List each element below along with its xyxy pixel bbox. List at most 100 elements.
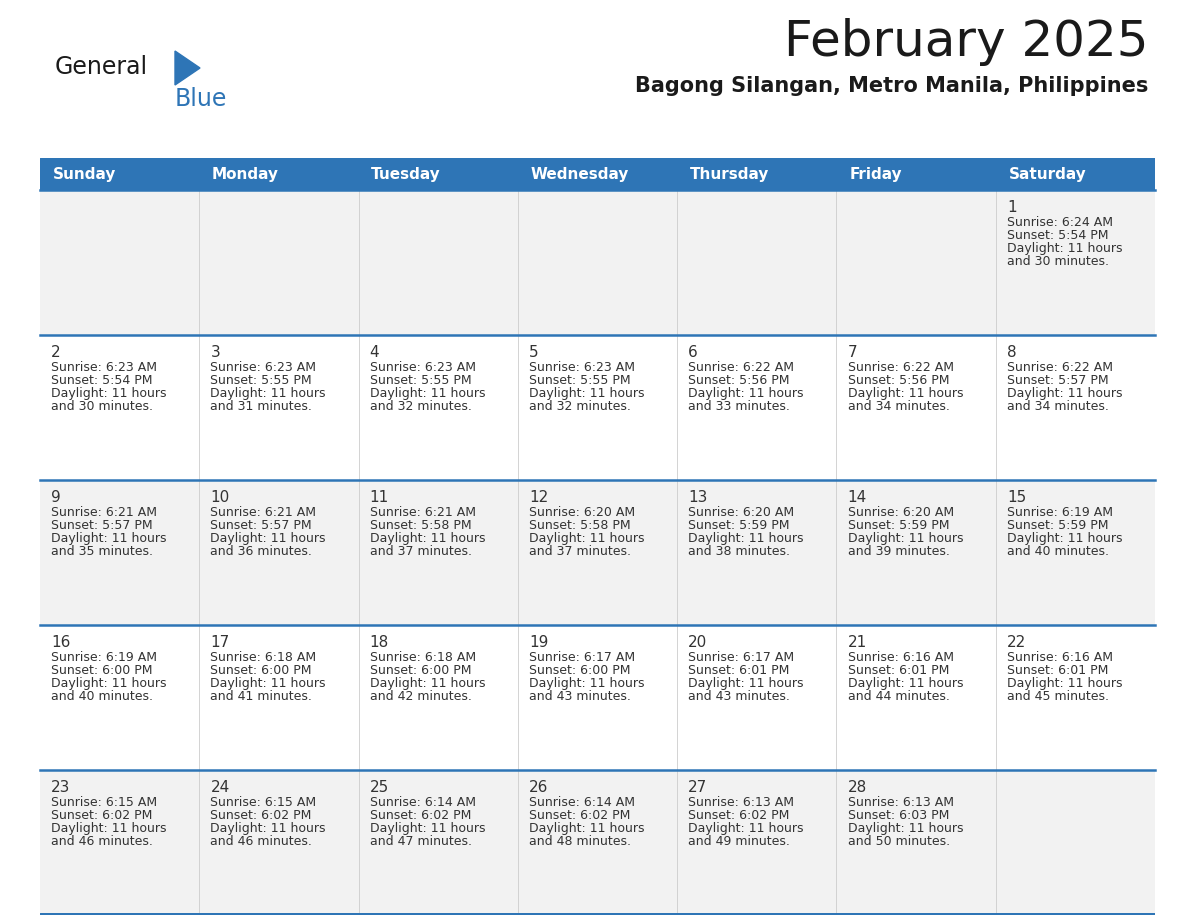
Text: Daylight: 11 hours: Daylight: 11 hours	[529, 677, 645, 690]
Text: and 48 minutes.: and 48 minutes.	[529, 835, 631, 848]
Text: Wednesday: Wednesday	[531, 166, 628, 182]
Text: Thursday: Thursday	[690, 166, 770, 182]
Text: Sunset: 5:59 PM: Sunset: 5:59 PM	[688, 519, 790, 532]
Text: Sunrise: 6:23 AM: Sunrise: 6:23 AM	[51, 361, 157, 374]
Text: Daylight: 11 hours: Daylight: 11 hours	[1007, 387, 1123, 400]
Text: Sunset: 6:00 PM: Sunset: 6:00 PM	[210, 664, 312, 677]
Text: Sunset: 5:59 PM: Sunset: 5:59 PM	[847, 519, 949, 532]
Text: 7: 7	[847, 345, 858, 360]
Text: and 41 minutes.: and 41 minutes.	[210, 690, 312, 703]
Text: Sunrise: 6:23 AM: Sunrise: 6:23 AM	[529, 361, 636, 374]
Text: Sunset: 6:01 PM: Sunset: 6:01 PM	[847, 664, 949, 677]
Text: 5: 5	[529, 345, 538, 360]
Text: Sunset: 6:03 PM: Sunset: 6:03 PM	[847, 809, 949, 822]
Text: Sunset: 6:02 PM: Sunset: 6:02 PM	[210, 809, 311, 822]
Text: Daylight: 11 hours: Daylight: 11 hours	[688, 532, 804, 545]
Text: Daylight: 11 hours: Daylight: 11 hours	[51, 822, 166, 835]
Text: February 2025: February 2025	[784, 18, 1148, 66]
Text: Daylight: 11 hours: Daylight: 11 hours	[210, 822, 326, 835]
Text: 11: 11	[369, 490, 388, 505]
Text: and 32 minutes.: and 32 minutes.	[369, 400, 472, 413]
Text: 26: 26	[529, 780, 549, 795]
Text: and 47 minutes.: and 47 minutes.	[369, 835, 472, 848]
Text: Daylight: 11 hours: Daylight: 11 hours	[1007, 677, 1123, 690]
Text: Sunrise: 6:18 AM: Sunrise: 6:18 AM	[369, 651, 476, 664]
Text: Sunrise: 6:21 AM: Sunrise: 6:21 AM	[369, 506, 475, 519]
Text: 28: 28	[847, 780, 867, 795]
Text: Sunrise: 6:21 AM: Sunrise: 6:21 AM	[51, 506, 157, 519]
Text: Daylight: 11 hours: Daylight: 11 hours	[688, 387, 804, 400]
Text: 9: 9	[51, 490, 61, 505]
Text: Sunset: 6:00 PM: Sunset: 6:00 PM	[51, 664, 152, 677]
Text: and 44 minutes.: and 44 minutes.	[847, 690, 949, 703]
Text: and 31 minutes.: and 31 minutes.	[210, 400, 312, 413]
Text: Sunset: 5:56 PM: Sunset: 5:56 PM	[688, 374, 790, 387]
Text: Daylight: 11 hours: Daylight: 11 hours	[688, 822, 804, 835]
Text: Sunrise: 6:13 AM: Sunrise: 6:13 AM	[847, 796, 954, 809]
Text: Sunrise: 6:19 AM: Sunrise: 6:19 AM	[51, 651, 157, 664]
Text: Daylight: 11 hours: Daylight: 11 hours	[369, 822, 485, 835]
Text: Daylight: 11 hours: Daylight: 11 hours	[210, 532, 326, 545]
Text: 14: 14	[847, 490, 867, 505]
Text: Daylight: 11 hours: Daylight: 11 hours	[688, 677, 804, 690]
Text: and 40 minutes.: and 40 minutes.	[51, 690, 153, 703]
Text: Sunrise: 6:18 AM: Sunrise: 6:18 AM	[210, 651, 316, 664]
Text: Daylight: 11 hours: Daylight: 11 hours	[1007, 532, 1123, 545]
Text: Daylight: 11 hours: Daylight: 11 hours	[51, 387, 166, 400]
Text: Sunrise: 6:22 AM: Sunrise: 6:22 AM	[847, 361, 954, 374]
Text: Daylight: 11 hours: Daylight: 11 hours	[847, 822, 963, 835]
Text: Sunrise: 6:16 AM: Sunrise: 6:16 AM	[1007, 651, 1113, 664]
Text: Saturday: Saturday	[1009, 166, 1086, 182]
Text: Friday: Friday	[849, 166, 902, 182]
Text: Sunset: 6:00 PM: Sunset: 6:00 PM	[369, 664, 472, 677]
Text: and 49 minutes.: and 49 minutes.	[688, 835, 790, 848]
Text: Sunrise: 6:20 AM: Sunrise: 6:20 AM	[847, 506, 954, 519]
Text: Sunset: 5:54 PM: Sunset: 5:54 PM	[51, 374, 152, 387]
Text: and 34 minutes.: and 34 minutes.	[847, 400, 949, 413]
Text: Sunrise: 6:15 AM: Sunrise: 6:15 AM	[51, 796, 157, 809]
Polygon shape	[175, 51, 200, 85]
Text: and 32 minutes.: and 32 minutes.	[529, 400, 631, 413]
Text: General: General	[55, 55, 148, 79]
Text: Daylight: 11 hours: Daylight: 11 hours	[1007, 242, 1123, 255]
Text: Daylight: 11 hours: Daylight: 11 hours	[529, 532, 645, 545]
Text: and 34 minutes.: and 34 minutes.	[1007, 400, 1108, 413]
Text: and 42 minutes.: and 42 minutes.	[369, 690, 472, 703]
Text: Sunset: 6:02 PM: Sunset: 6:02 PM	[529, 809, 631, 822]
Text: Daylight: 11 hours: Daylight: 11 hours	[369, 532, 485, 545]
Text: and 40 minutes.: and 40 minutes.	[1007, 545, 1108, 558]
Text: and 39 minutes.: and 39 minutes.	[847, 545, 949, 558]
Text: and 33 minutes.: and 33 minutes.	[688, 400, 790, 413]
Text: 17: 17	[210, 635, 229, 650]
Text: and 45 minutes.: and 45 minutes.	[1007, 690, 1108, 703]
Text: Sunrise: 6:24 AM: Sunrise: 6:24 AM	[1007, 216, 1113, 229]
Text: and 36 minutes.: and 36 minutes.	[210, 545, 312, 558]
Text: Sunset: 6:00 PM: Sunset: 6:00 PM	[529, 664, 631, 677]
Text: Sunrise: 6:13 AM: Sunrise: 6:13 AM	[688, 796, 795, 809]
Text: Sunset: 5:54 PM: Sunset: 5:54 PM	[1007, 229, 1108, 242]
Text: 20: 20	[688, 635, 708, 650]
Text: 4: 4	[369, 345, 379, 360]
Text: and 38 minutes.: and 38 minutes.	[688, 545, 790, 558]
Text: 27: 27	[688, 780, 708, 795]
Text: Sunday: Sunday	[52, 166, 116, 182]
Text: 16: 16	[51, 635, 70, 650]
Text: Sunset: 5:55 PM: Sunset: 5:55 PM	[210, 374, 312, 387]
Text: Sunrise: 6:22 AM: Sunrise: 6:22 AM	[1007, 361, 1113, 374]
Text: 24: 24	[210, 780, 229, 795]
Text: 6: 6	[688, 345, 699, 360]
Text: 10: 10	[210, 490, 229, 505]
Text: Sunrise: 6:16 AM: Sunrise: 6:16 AM	[847, 651, 954, 664]
Text: Sunset: 6:02 PM: Sunset: 6:02 PM	[688, 809, 790, 822]
Text: Sunset: 5:56 PM: Sunset: 5:56 PM	[847, 374, 949, 387]
Text: 3: 3	[210, 345, 220, 360]
Text: 25: 25	[369, 780, 388, 795]
Text: 8: 8	[1007, 345, 1017, 360]
Text: Daylight: 11 hours: Daylight: 11 hours	[51, 532, 166, 545]
Text: Daylight: 11 hours: Daylight: 11 hours	[369, 387, 485, 400]
Text: Sunrise: 6:20 AM: Sunrise: 6:20 AM	[688, 506, 795, 519]
Text: and 46 minutes.: and 46 minutes.	[51, 835, 153, 848]
Text: Sunrise: 6:23 AM: Sunrise: 6:23 AM	[210, 361, 316, 374]
Text: Daylight: 11 hours: Daylight: 11 hours	[210, 677, 326, 690]
Text: and 35 minutes.: and 35 minutes.	[51, 545, 153, 558]
